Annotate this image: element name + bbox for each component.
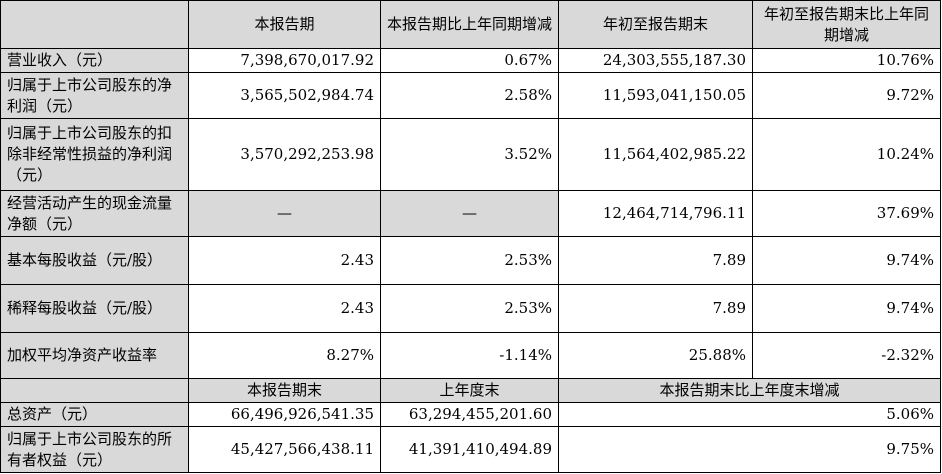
row-label: 稀释每股收益（元/股） [0,284,189,333]
cell-value: 12,464,714,796.11 [558,190,753,237]
header-period-end: 本报告期末 [188,378,381,403]
table-row: 营业收入（元） 7,398,670,017.92 0.67% 24,303,55… [0,48,941,73]
header-row: 本报告期 本报告期比上年同期增减 年初至报告期末 年初至报告期末比上年同期增减 [0,0,941,49]
cell-value: 11,564,402,985.22 [558,118,753,191]
cell-value: 7,398,670,017.92 [188,48,381,73]
row-label: 归属于上市公司股东的扣除非经常性损益的净利润（元） [0,118,189,191]
cell-value: 8.27% [188,332,381,379]
header-row-balance: 本报告期末 上年度末 本报告期末比上年度末增减 [0,378,941,403]
table-row: 归属于上市公司股东的扣除非经常性损益的净利润（元） 3,570,292,253.… [0,118,941,191]
table-row: 归属于上市公司股东的净利润（元） 3,565,502,984.74 2.58% … [0,72,941,119]
cell-value: — [188,190,381,237]
cell-value: 3,570,292,253.98 [188,118,381,191]
cell-value: 7.89 [558,284,753,333]
row-label: 加权平均净资产收益率 [0,332,189,379]
cell-value: 7.89 [558,236,753,285]
cell-value: 3,565,502,984.74 [188,72,381,119]
header-ytd: 年初至报告期末 [558,0,753,49]
cell-value: 11,593,041,150.05 [558,72,753,119]
cell-value: 10.76% [752,48,941,73]
table-row: 归属于上市公司股东的所有者权益（元） 45,427,566,438.11 41,… [0,426,941,473]
cell-value: 10.24% [752,118,941,191]
header-period-end-change: 本报告期末比上年度末增减 [558,378,941,403]
cell-value: 2.53% [380,236,559,285]
cell-value: 63,294,455,201.60 [380,402,559,427]
table-row: 稀释每股收益（元/股） 2.43 2.53% 7.89 9.74% [0,284,941,333]
row-label: 归属于上市公司股东的所有者权益（元） [0,426,189,473]
cell-value: 25.88% [558,332,753,379]
header-blank-cell [0,0,189,49]
cell-value: 5.06% [558,402,941,427]
header-current-period-yoy: 本报告期比上年同期增减 [380,0,559,49]
row-label: 基本每股收益（元/股） [0,236,189,285]
cell-value: — [380,190,559,237]
cell-value: 9.75% [558,426,941,473]
header-ytd-yoy: 年初至报告期末比上年同期增减 [752,0,941,49]
cell-value: 2.43 [188,236,381,285]
cell-value: 24,303,555,187.30 [558,48,753,73]
cell-value: 2.58% [380,72,559,119]
cell-value: 3.52% [380,118,559,191]
table-row: 经营活动产生的现金流量净额（元） — — 12,464,714,796.11 3… [0,190,941,237]
row-label: 经营活动产生的现金流量净额（元） [0,190,189,237]
cell-value: 41,391,410,494.89 [380,426,559,473]
header-blank-cell [0,378,189,403]
cell-value: 66,496,926,541.35 [188,402,381,427]
cell-value: -2.32% [752,332,941,379]
table-row: 基本每股收益（元/股） 2.43 2.53% 7.89 9.74% [0,236,941,285]
cell-value: 9.72% [752,72,941,119]
cell-value: 9.74% [752,236,941,285]
cell-value: 45,427,566,438.11 [188,426,381,473]
header-prior-year-end: 上年度末 [380,378,559,403]
cell-value: 2.43 [188,284,381,333]
header-current-period: 本报告期 [188,0,381,49]
cell-value: 37.69% [752,190,941,237]
cell-value: 2.53% [380,284,559,333]
row-label: 归属于上市公司股东的净利润（元） [0,72,189,119]
cell-value: 0.67% [380,48,559,73]
table-row: 总资产（元） 66,496,926,541.35 63,294,455,201.… [0,402,941,427]
cell-value: 9.74% [752,284,941,333]
table-row: 加权平均净资产收益率 8.27% -1.14% 25.88% -2.32% [0,332,941,379]
cell-value: -1.14% [380,332,559,379]
row-label: 总资产（元） [0,402,189,427]
row-label: 营业收入（元） [0,48,189,73]
